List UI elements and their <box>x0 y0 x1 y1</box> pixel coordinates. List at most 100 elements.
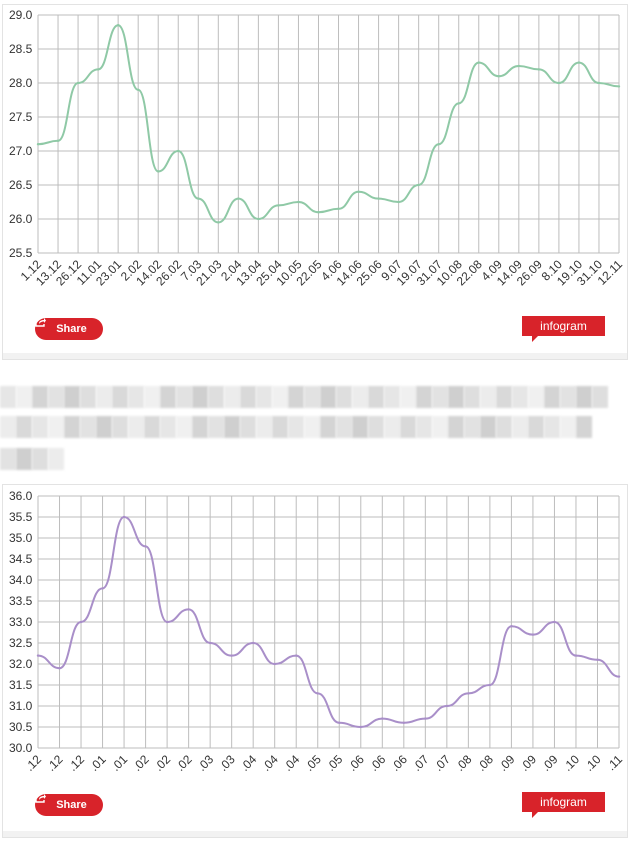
x-tick-label: .12 <box>44 752 66 774</box>
data-point <box>357 190 360 193</box>
data-point <box>157 170 160 173</box>
chart-card-2: 36.0 35.5 35.0 34.5 34.0 33.5 33.0 32.5 32.0 31.5… <box>2 484 628 838</box>
data-point <box>297 200 300 204</box>
chart-card-1: 29.0 28.5 28.0 27.5 27.0 26.5 26.0 25.5 1.12 13.1… <box>2 4 628 360</box>
x-tick-label: .09 <box>517 752 539 774</box>
data-point <box>273 662 276 666</box>
data-point <box>187 608 190 611</box>
data-point <box>574 654 578 657</box>
y-tick-label: 31.5 <box>9 678 33 692</box>
blurred-text <box>0 380 629 470</box>
share-label: Share <box>56 323 87 335</box>
y-tick-label: 27.0 <box>9 144 33 158</box>
y-tick-label: 34.5 <box>9 552 33 566</box>
data-point <box>338 721 341 724</box>
data-point <box>510 625 513 628</box>
x-tick-label: .03 <box>216 752 238 774</box>
data-point <box>257 217 260 221</box>
x-tick-label: .06 <box>367 752 389 774</box>
y-tick-label: 26.0 <box>9 212 33 226</box>
grid <box>37 14 620 254</box>
y-tick-label: 33.5 <box>9 594 33 608</box>
data-point <box>165 620 169 624</box>
x-tick-label: .06 <box>345 752 367 774</box>
data-point <box>397 200 400 204</box>
data-point <box>79 620 83 624</box>
x-tick-label: .10 <box>582 752 604 774</box>
x-tick-label: .11 <box>604 752 625 773</box>
y-tick-label: 26.5 <box>9 178 33 192</box>
share-label: Share <box>56 799 87 811</box>
data-point <box>531 633 535 636</box>
data-point <box>177 149 180 153</box>
line-chart-1: 29.028.528.027.527.026.526.025.51.1213.1… <box>9 8 625 288</box>
data-point <box>424 717 427 720</box>
y-tick-label: 32.0 <box>9 657 33 671</box>
x-tick-label: .12 <box>65 752 87 774</box>
y-tick-label: 31.0 <box>9 699 33 713</box>
y-tick-label: 28.5 <box>9 42 33 56</box>
x-tick-label: .07 <box>410 752 432 774</box>
share-button[interactable]: Share <box>35 794 103 816</box>
data-point <box>237 197 240 200</box>
card-footer-strip <box>3 831 627 837</box>
y-tick-label: 30.5 <box>9 720 33 734</box>
data-point <box>445 704 449 708</box>
data-point <box>96 68 100 71</box>
data-point <box>617 85 621 88</box>
data-point <box>144 545 147 548</box>
data-point <box>497 75 500 78</box>
data-point <box>597 81 601 85</box>
x-tick-label: .12 <box>22 752 44 774</box>
y-tick-label: 28.0 <box>9 76 33 90</box>
data-point <box>417 183 420 187</box>
grid <box>37 495 620 749</box>
y-tick-label: 35.5 <box>9 510 33 524</box>
y-tick-label: 34.0 <box>9 573 33 587</box>
data-point <box>76 81 80 85</box>
x-tick-label: .02 <box>130 752 152 774</box>
data-point <box>577 61 581 64</box>
data-point <box>537 68 541 71</box>
y-tick-label: 32.5 <box>9 636 33 650</box>
x-tick-label: .01 <box>108 752 130 774</box>
infogram-badge[interactable]: infogram <box>522 792 605 818</box>
x-tick-label: .03 <box>195 752 217 774</box>
x-tick-label: .01 <box>87 752 109 774</box>
data-point <box>217 221 220 224</box>
y-tick-label: 25.5 <box>9 246 33 260</box>
data-point <box>316 692 319 695</box>
x-tick-label: .05 <box>324 752 346 774</box>
data-point <box>36 654 40 657</box>
data-point <box>101 587 104 590</box>
line-chart-2: 36.0 35.5 35.0 34.5 34.0 33.5 33.0 32.5 32.0 31.5… <box>9 489 625 774</box>
series-line <box>37 24 620 224</box>
share-button[interactable]: Share <box>35 318 103 340</box>
data-point <box>122 515 126 519</box>
x-tick-label: .08 <box>474 752 496 774</box>
data-point <box>402 721 406 724</box>
data-point <box>36 143 40 146</box>
x-tick-label: .10 <box>560 752 582 774</box>
data-point <box>208 641 212 645</box>
x-tick-label: .02 <box>173 752 195 774</box>
y-tick-label: 29.0 <box>9 8 33 22</box>
x-tick-label: .09 <box>539 752 561 774</box>
data-point <box>437 143 440 146</box>
data-point <box>517 64 521 68</box>
data-point <box>136 88 140 92</box>
data-point <box>557 81 561 85</box>
data-point <box>488 683 492 687</box>
data-point <box>230 654 233 657</box>
data-point <box>277 204 280 207</box>
data-point <box>596 658 599 661</box>
y-tick-label: 33.0 <box>9 615 33 629</box>
data-point <box>553 620 556 624</box>
x-tick-label: .07 <box>431 752 453 774</box>
x-tick-label: .04 <box>259 752 281 774</box>
x-tick-label: .02 <box>152 752 174 774</box>
data-point <box>317 211 320 214</box>
infogram-badge[interactable]: infogram <box>522 316 605 342</box>
card-footer-strip <box>3 353 627 359</box>
data-point <box>116 24 120 27</box>
